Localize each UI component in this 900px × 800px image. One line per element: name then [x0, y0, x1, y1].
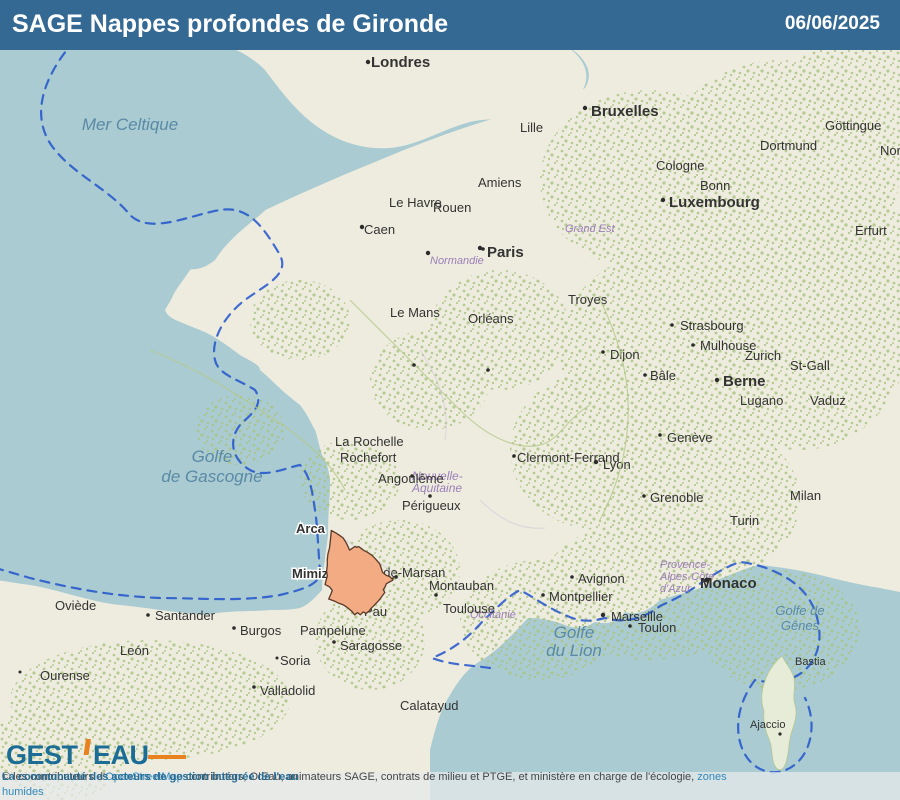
svg-text:Milan: Milan — [790, 488, 821, 503]
svg-text:Dortmund: Dortmund — [760, 138, 817, 153]
svg-text:La Rochelle: La Rochelle — [335, 434, 404, 449]
svg-text:Grand Est: Grand Est — [565, 223, 615, 235]
svg-text:Burgos: Burgos — [240, 623, 282, 638]
svg-text:d'Azur: d'Azur — [660, 583, 692, 595]
svg-text:Montpellier: Montpellier — [549, 589, 613, 604]
svg-text:Turin: Turin — [730, 513, 759, 528]
svg-text:Lille: Lille — [520, 120, 543, 135]
svg-text:Vaduz: Vaduz — [810, 393, 846, 408]
svg-text:Cologne: Cologne — [656, 158, 704, 173]
svg-text:de Gascogne: de Gascogne — [161, 467, 262, 486]
svg-text:Arca: Arca — [296, 521, 326, 536]
svg-text:du Lion: du Lion — [546, 641, 602, 660]
svg-text:Valladolid: Valladolid — [260, 683, 315, 698]
svg-text:Rouen: Rouen — [433, 200, 471, 215]
svg-text:Toulouse: Toulouse — [443, 601, 495, 616]
svg-text:Golfe de: Golfe de — [775, 603, 824, 618]
svg-text:Monaco: Monaco — [700, 575, 757, 592]
svg-text:Orléans: Orléans — [468, 311, 514, 326]
svg-text:Dijon: Dijon — [610, 347, 640, 362]
svg-text:Oviède: Oviède — [55, 598, 96, 613]
svg-text:Gênes: Gênes — [781, 618, 820, 633]
svg-text:Bâle: Bâle — [650, 368, 676, 383]
svg-text:León: León — [120, 643, 149, 658]
svg-text:Santander: Santander — [155, 608, 216, 623]
svg-text:Clermont-Ferrand: Clermont-Ferrand — [517, 450, 620, 465]
svg-text:Bastia: Bastia — [795, 656, 826, 668]
svg-text:St-Gall: St-Gall — [790, 358, 830, 373]
svg-text:Caen: Caen — [364, 222, 395, 237]
svg-text:Provence-: Provence- — [660, 559, 710, 571]
svg-text:Golfe: Golfe — [192, 447, 233, 466]
svg-text:Soria: Soria — [280, 653, 311, 668]
svg-text:Genève: Genève — [667, 430, 713, 445]
svg-text:Pampelune: Pampelune — [300, 623, 366, 638]
svg-text:Zurich: Zurich — [745, 348, 781, 363]
svg-text:Bonn: Bonn — [700, 178, 730, 193]
svg-text:Golfe: Golfe — [554, 623, 595, 642]
svg-text:Amiens: Amiens — [478, 175, 522, 190]
svg-text:GEST: GEST — [6, 740, 79, 770]
svg-text:Göttingue: Göttingue — [825, 118, 881, 133]
svg-text:Londres: Londres — [371, 54, 430, 71]
svg-text:Calatayud: Calatayud — [400, 698, 459, 713]
svg-text:Avignon: Avignon — [578, 571, 625, 586]
svg-text:Ourense: Ourense — [40, 668, 90, 683]
svg-text:Montauban: Montauban — [429, 578, 494, 593]
svg-text:Rochefort: Rochefort — [340, 450, 397, 465]
svg-text:Berne: Berne — [723, 373, 766, 390]
svg-text:Périgueux: Périgueux — [402, 498, 461, 513]
svg-text:Bruxelles: Bruxelles — [591, 103, 659, 120]
svg-text:Le Mans: Le Mans — [390, 305, 440, 320]
svg-text:Grenoble: Grenoble — [650, 490, 703, 505]
svg-text:Erfurt: Erfurt — [855, 223, 887, 238]
svg-text:Normandie: Normandie — [430, 255, 484, 267]
svg-text:Lugano: Lugano — [740, 393, 783, 408]
svg-text:Nordhausen: Nordhausen — [880, 143, 900, 158]
svg-text:Mer Celtique: Mer Celtique — [82, 115, 178, 134]
svg-text:Toulon: Toulon — [638, 620, 676, 635]
svg-text:Saragosse: Saragosse — [340, 638, 402, 653]
svg-text:Paris: Paris — [487, 244, 524, 261]
svg-text:Angoulême: Angoulême — [378, 471, 444, 486]
svg-text:Luxembourg: Luxembourg — [669, 194, 760, 211]
svg-text:Strasbourg: Strasbourg — [680, 318, 744, 333]
svg-text:EAU: EAU — [93, 740, 149, 770]
svg-text:Ajaccio: Ajaccio — [750, 719, 785, 731]
